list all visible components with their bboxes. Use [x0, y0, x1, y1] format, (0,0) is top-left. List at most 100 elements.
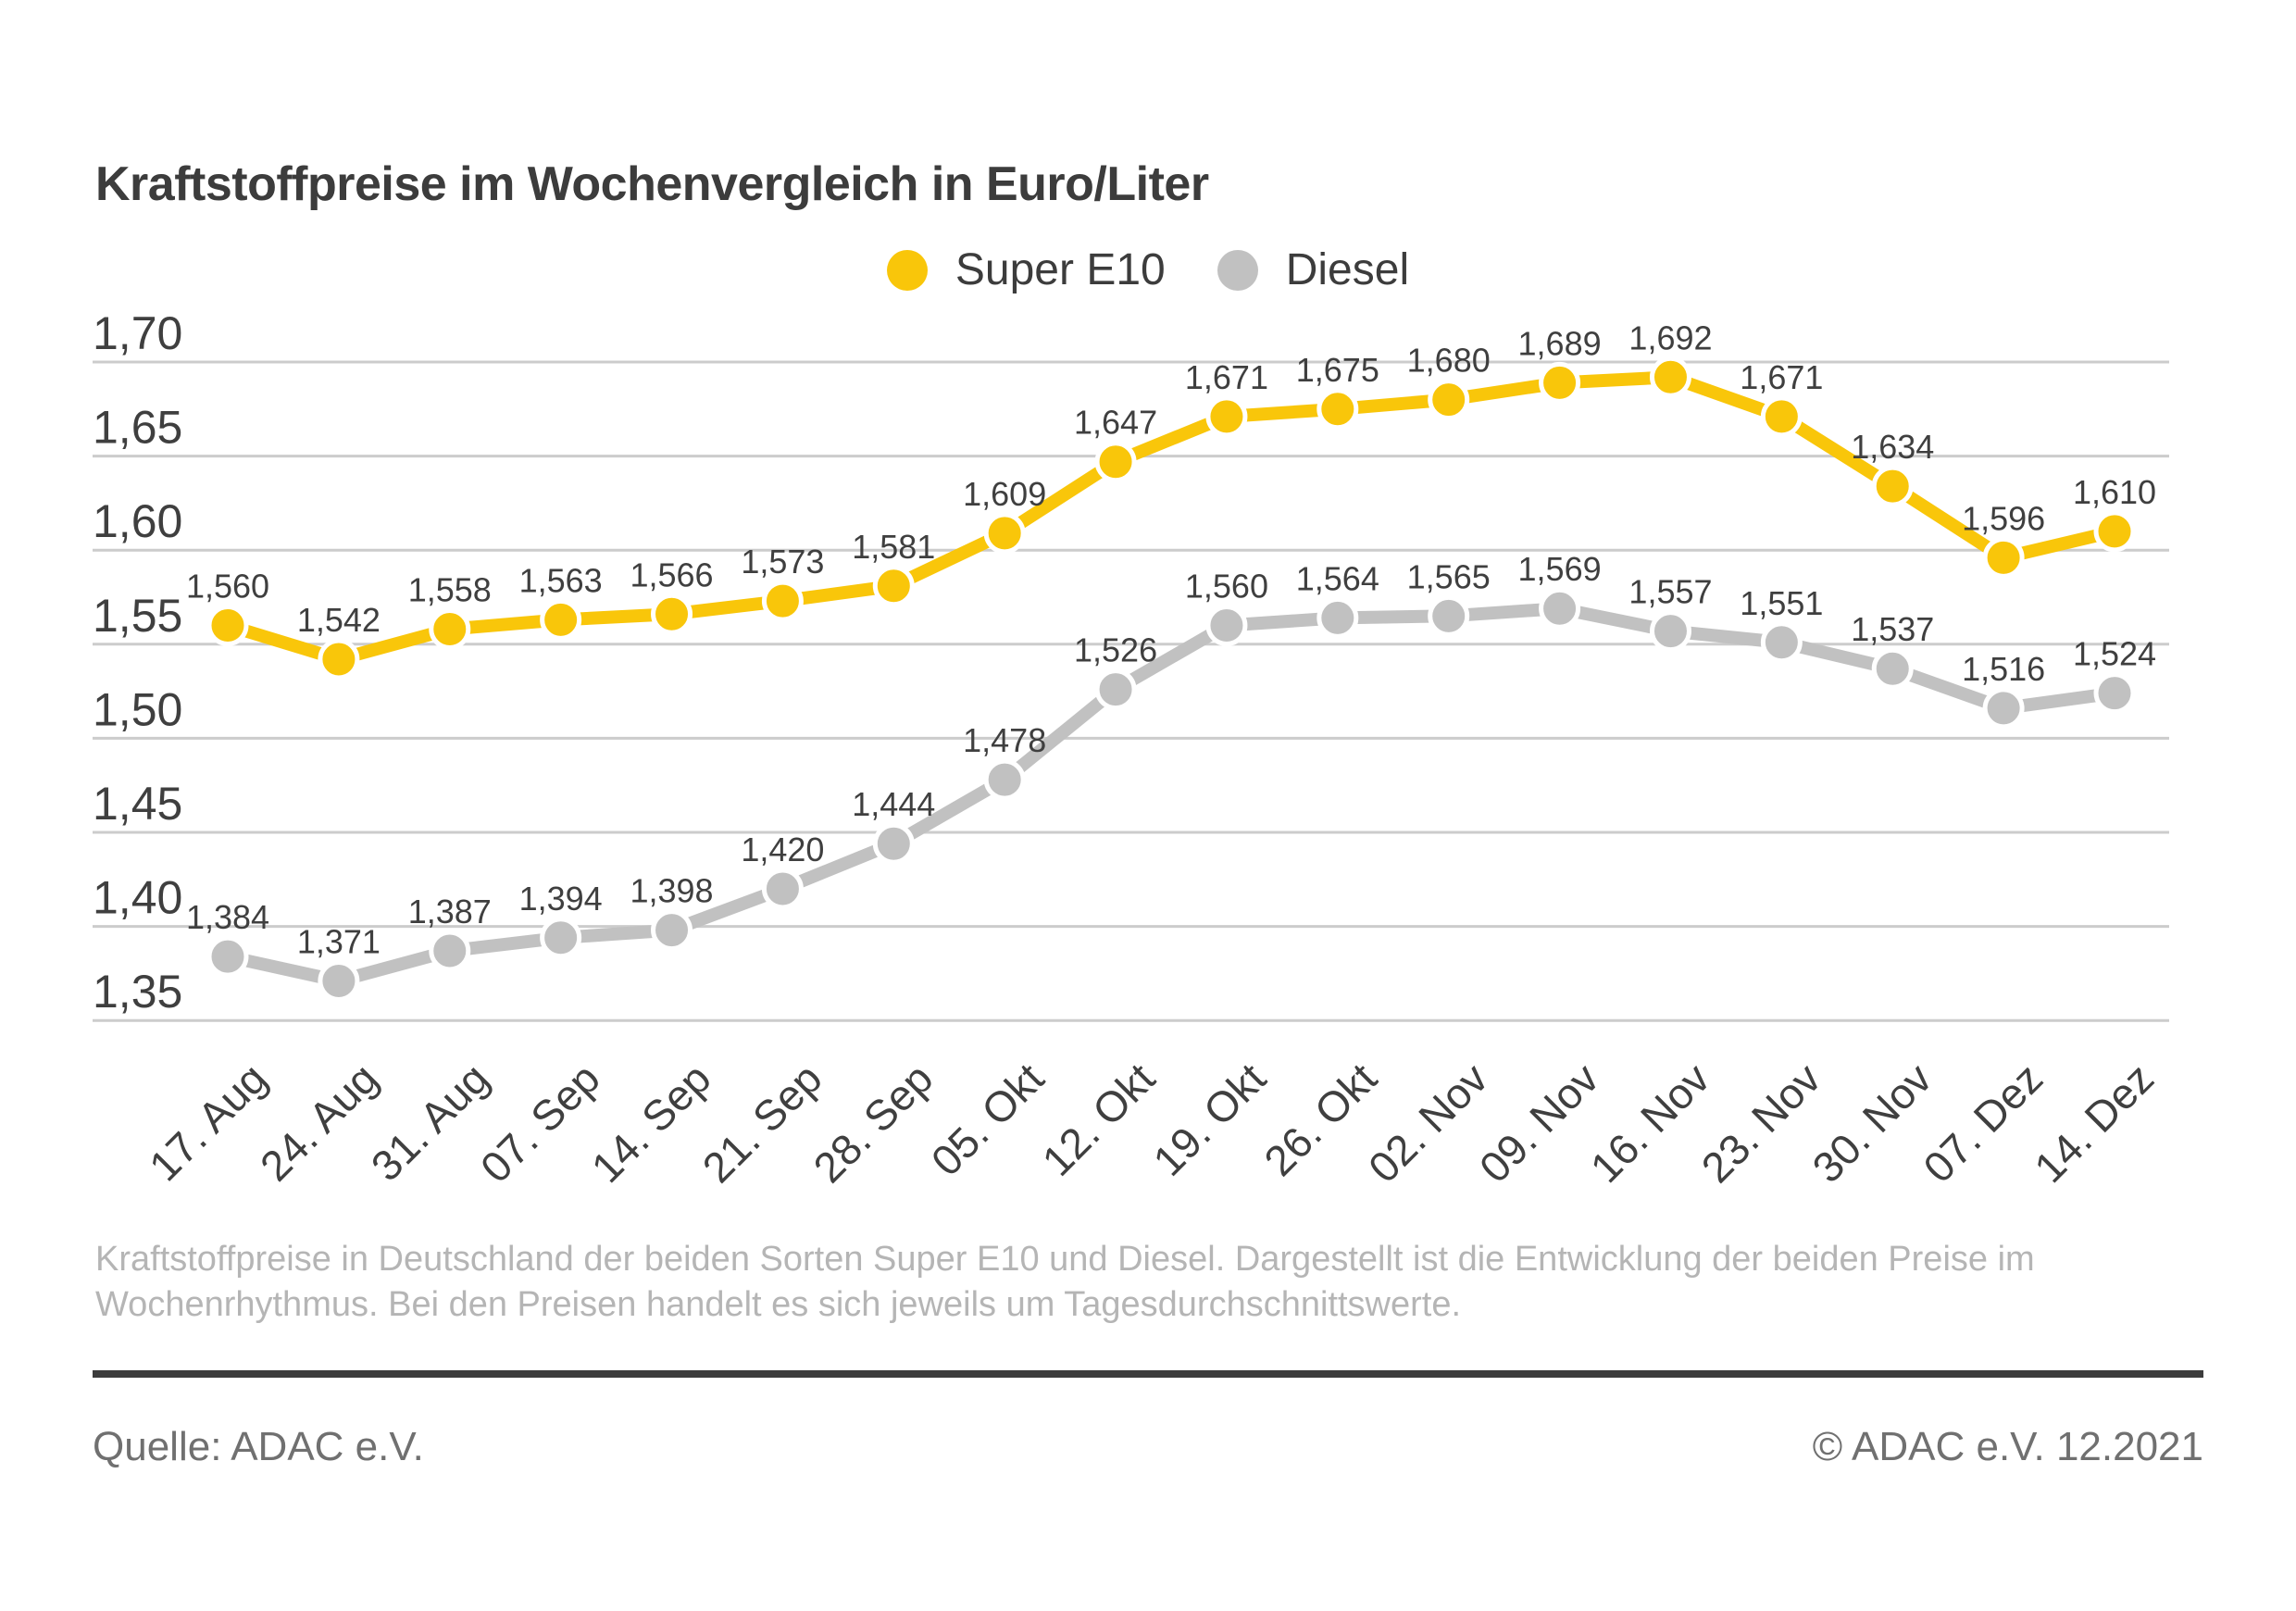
- data-marker-diesel: [983, 758, 1026, 801]
- data-marker-super-e10: [1760, 395, 1803, 438]
- data-marker-diesel: [1539, 587, 1581, 630]
- data-value-label: 1,560: [1185, 567, 1268, 605]
- x-axis-label: 16. Nov: [1581, 1054, 1719, 1192]
- data-value-label: 1,596: [1962, 499, 2045, 537]
- data-value-label: 1,384: [186, 898, 269, 936]
- y-axis-label: 1,70: [93, 307, 182, 359]
- data-marker-super-e10: [206, 604, 249, 646]
- data-value-label: 1,610: [2073, 473, 2156, 511]
- data-marker-diesel: [761, 868, 804, 910]
- diesel-dot-icon: [1217, 249, 1258, 291]
- data-value-label: 1,398: [630, 872, 713, 910]
- data-value-label: 1,609: [963, 475, 1046, 513]
- x-axis-label: 12. Okt: [1032, 1054, 1164, 1185]
- data-marker-diesel: [1982, 687, 2025, 730]
- data-value-label: 1,692: [1628, 318, 1712, 356]
- data-marker-super-e10: [1094, 441, 1137, 483]
- data-value-label: 1,689: [1518, 324, 1602, 362]
- data-marker-super-e10: [1871, 465, 1914, 507]
- data-marker-diesel: [1205, 604, 1248, 646]
- data-marker-super-e10: [1982, 536, 2025, 579]
- footer-divider: [93, 1370, 2203, 1378]
- caption-line-1: Kraftstoffpreise in Deutschland der beid…: [95, 1240, 2035, 1279]
- data-value-label: 1,671: [1185, 358, 1268, 396]
- data-marker-super-e10: [318, 638, 360, 681]
- x-axis-label: 14. Sep: [582, 1054, 720, 1192]
- data-marker-diesel: [1428, 594, 1470, 637]
- data-marker-super-e10: [651, 593, 693, 635]
- x-axis-label: 14. Dez: [2025, 1054, 2163, 1192]
- data-value-label: 1,516: [1962, 650, 2045, 688]
- x-axis-label: 24. Aug: [251, 1054, 387, 1190]
- data-value-label: 1,563: [519, 561, 603, 599]
- data-value-label: 1,671: [1740, 358, 1823, 396]
- data-marker-diesel: [872, 822, 915, 865]
- data-marker-super-e10: [872, 565, 915, 607]
- x-axis-label: 23. Nov: [1692, 1054, 1830, 1192]
- copyright-text: © ADAC e.V. 12.2021: [1812, 1424, 2203, 1469]
- data-value-label: 1,526: [1074, 631, 1157, 669]
- series-line-super-e10: [221, 370, 2121, 667]
- data-marker-super-e10: [983, 512, 1026, 555]
- data-value-label: 1,394: [519, 880, 603, 918]
- x-axis-label: 17. Aug: [140, 1054, 276, 1190]
- data-value-label: 1,680: [1407, 342, 1491, 380]
- data-value-label: 1,537: [1851, 610, 1934, 648]
- data-marker-diesel: [1094, 668, 1137, 711]
- caption-line-2: Wochenrhythmus. Bei den Preisen handelt …: [95, 1285, 1462, 1324]
- data-value-label: 1,569: [1518, 550, 1602, 588]
- y-axis-label: 1,40: [93, 872, 182, 924]
- data-value-label: 1,634: [1851, 428, 1934, 466]
- data-value-label: 1,558: [408, 571, 492, 609]
- data-marker-diesel: [1316, 596, 1359, 639]
- data-marker-diesel: [2093, 672, 2136, 715]
- data-value-label: 1,478: [963, 721, 1046, 759]
- data-value-label: 1,371: [297, 923, 381, 961]
- y-axis-label: 1,50: [93, 683, 182, 735]
- data-value-label: 1,675: [1296, 351, 1379, 389]
- data-value-label: 1,573: [741, 543, 824, 581]
- legend-item-super-e10: Super E10: [886, 244, 1166, 295]
- data-value-label: 1,557: [1628, 573, 1712, 611]
- data-value-label: 1,560: [186, 567, 269, 605]
- legend-item-diesel: Diesel: [1217, 244, 1409, 295]
- data-marker-diesel: [651, 909, 693, 952]
- data-marker-super-e10: [2093, 510, 2136, 553]
- data-value-label: 1,566: [630, 556, 713, 593]
- data-marker-super-e10: [1205, 395, 1248, 438]
- x-axis-label: 21. Sep: [693, 1054, 831, 1192]
- data-value-label: 1,542: [297, 601, 381, 639]
- data-marker-diesel: [1760, 621, 1803, 664]
- data-value-label: 1,647: [1074, 404, 1157, 442]
- data-marker-diesel: [429, 930, 471, 972]
- data-value-label: 1,387: [408, 893, 492, 930]
- data-marker-diesel: [540, 917, 582, 959]
- super-e10-dot-icon: [886, 249, 928, 291]
- data-marker-diesel: [318, 960, 360, 1003]
- y-axis-label: 1,35: [93, 966, 182, 1018]
- footer: Quelle: ADAC e.V. © ADAC e.V. 12.2021: [93, 1424, 2203, 1470]
- x-axis-label: 05. Okt: [922, 1054, 1054, 1185]
- data-marker-super-e10: [1539, 361, 1581, 404]
- chart-legend: Super E10 Diesel: [0, 244, 2296, 295]
- data-marker-diesel: [206, 935, 249, 978]
- data-value-label: 1,551: [1740, 584, 1823, 622]
- data-marker-super-e10: [1428, 379, 1470, 421]
- y-axis-label: 1,45: [93, 778, 182, 830]
- data-marker-super-e10: [761, 580, 804, 622]
- data-marker-super-e10: [540, 598, 582, 641]
- x-axis-label: 09. Nov: [1470, 1054, 1608, 1192]
- y-axis-label: 1,55: [93, 590, 182, 642]
- data-value-label: 1,564: [1296, 559, 1379, 597]
- chart-caption: Kraftstoffpreise in Deutschland der beid…: [95, 1237, 2035, 1328]
- x-axis-label: 07. Sep: [471, 1054, 609, 1192]
- data-value-label: 1,581: [852, 528, 935, 566]
- data-value-label: 1,524: [2073, 635, 2156, 673]
- data-marker-diesel: [1871, 647, 1914, 690]
- source-text: Quelle: ADAC e.V.: [93, 1424, 424, 1469]
- data-value-label: 1,565: [1407, 557, 1491, 595]
- x-axis-label: 07. Dez: [1914, 1054, 2052, 1192]
- data-marker-diesel: [1649, 610, 1691, 653]
- data-marker-super-e10: [429, 608, 471, 651]
